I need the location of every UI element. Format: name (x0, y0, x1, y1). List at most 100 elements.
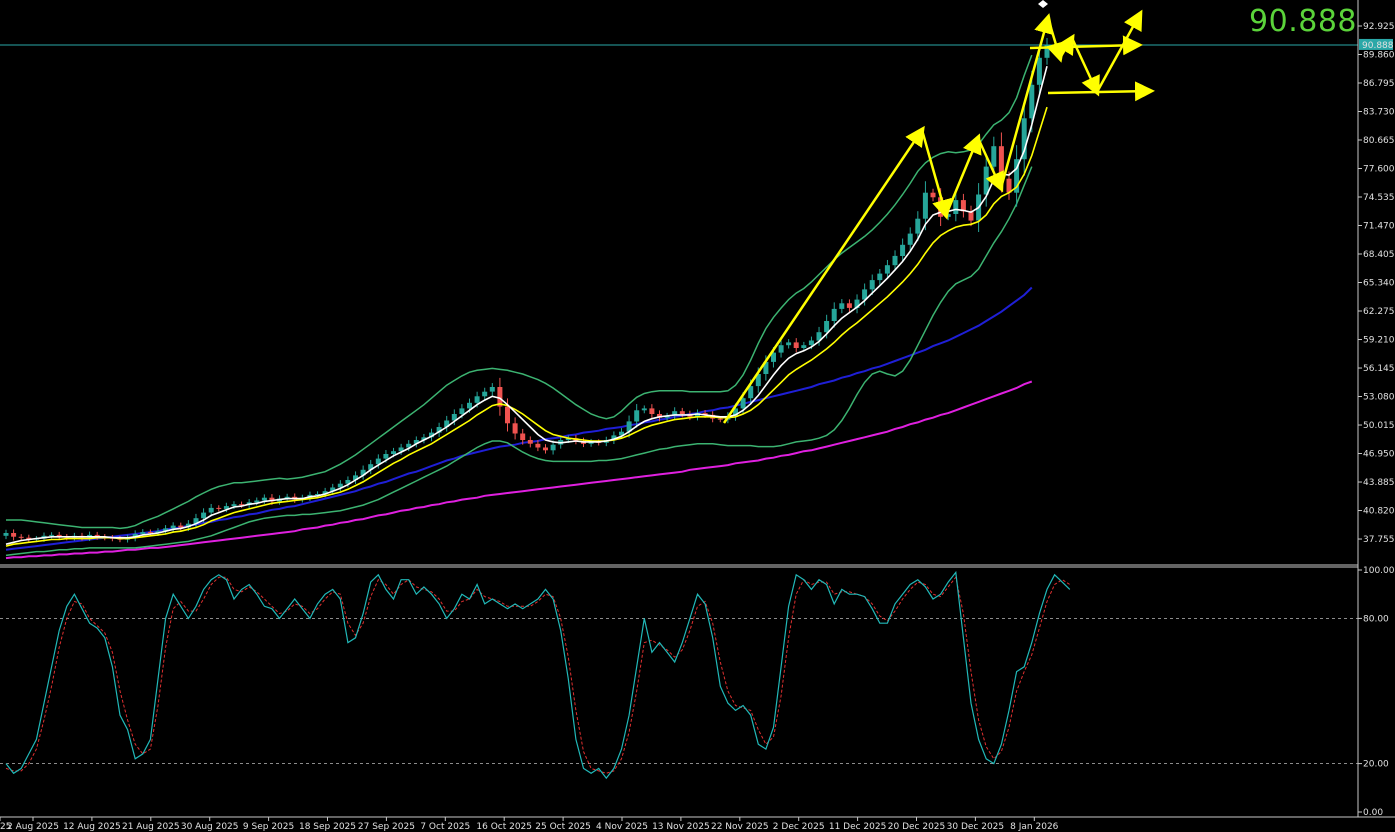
x-tick-label: 27 Sep 2025 (358, 822, 415, 832)
candle-body (991, 146, 997, 167)
candle-body (1036, 57, 1042, 85)
candle-body (56, 534, 62, 537)
x-tick-label: 30 Dec 2025 (947, 822, 1005, 832)
candle-body (429, 432, 434, 438)
y-tick-label: 59.210 (1363, 336, 1395, 346)
candle-body (527, 440, 533, 444)
candle-body (649, 408, 655, 414)
candle-body (892, 255, 898, 266)
candle-body (907, 233, 913, 245)
candle-body (626, 421, 632, 432)
candle-body (831, 308, 837, 321)
candle-body (421, 437, 427, 441)
candle-body (170, 525, 176, 529)
candle-body (1014, 159, 1020, 193)
candle-body (254, 500, 260, 503)
stoch-tick-label: 100.00 (1363, 566, 1395, 576)
trend-arrow (1029, 35, 1143, 56)
candle-body (543, 447, 548, 451)
candle-body (793, 342, 799, 348)
candle-body (801, 345, 807, 348)
x-tick-label: 22 Nov 2025 (711, 822, 769, 832)
current-price-box (1359, 38, 1393, 50)
candle-body (140, 532, 146, 534)
candle-body (657, 414, 662, 418)
stoch-main-line (5, 570, 1071, 780)
candle-body (1006, 178, 1012, 193)
candle-body (839, 303, 845, 309)
candle-body (664, 415, 670, 418)
candle-body (360, 469, 366, 476)
y-tick-label: 65.340 (1363, 279, 1395, 289)
candle-body (877, 273, 883, 281)
candle-body (239, 504, 245, 506)
trend-arrow (920, 129, 952, 220)
candle-body (383, 454, 389, 459)
candle-body (695, 413, 700, 417)
candle-body (915, 218, 921, 234)
candle-body (763, 361, 769, 374)
candle-body (884, 265, 890, 274)
candle-body (398, 447, 404, 452)
candle-body (983, 166, 989, 195)
candle-body (854, 299, 860, 308)
y-tick-label: 92.925 (1363, 22, 1395, 32)
bollinger-upper-line (6, 54, 1033, 530)
candle-body (368, 464, 374, 470)
candle-body (345, 480, 351, 484)
candle-body (330, 487, 336, 492)
current-price-label: 90.888 (1362, 41, 1394, 51)
x-tick-label: 16 Oct 2025 (476, 822, 532, 832)
stoch-tick-label: 80.00 (1363, 614, 1389, 624)
trend-arrow (976, 137, 1004, 193)
candle-body (588, 441, 594, 444)
y-tick-label: 77.600 (1363, 165, 1395, 175)
candle-body (482, 391, 488, 397)
y-tick-label: 56.145 (1363, 364, 1395, 374)
candle-body (816, 332, 822, 341)
candle-body (755, 374, 761, 387)
candle-body (208, 507, 214, 513)
x-tick-label: 25 (0, 822, 11, 832)
candle-body (862, 289, 868, 300)
candle-body (489, 387, 495, 392)
candle-body (353, 475, 358, 480)
candle-body (436, 427, 442, 433)
candle-body (322, 491, 328, 494)
candle-body (147, 532, 153, 534)
y-tick-label: 74.535 (1363, 193, 1395, 203)
candle-body (497, 387, 503, 407)
candle-body (26, 537, 32, 540)
drawn-arrows (722, 0, 1155, 424)
y-tick-label: 43.885 (1363, 478, 1395, 488)
candle-body (231, 504, 237, 507)
x-tick-label: 11 Dec 2025 (829, 822, 887, 832)
candle-body (786, 342, 792, 346)
candle-body (3, 533, 9, 536)
ma-magenta-line (5, 380, 1033, 560)
candle-body (11, 533, 17, 537)
candle-body (269, 497, 275, 502)
y-tick-label: 46.950 (1363, 450, 1395, 460)
candle-body (337, 483, 343, 488)
candle-body (611, 435, 617, 440)
candle-body (216, 507, 222, 509)
candle-body (467, 402, 472, 409)
candle-body (459, 408, 465, 414)
candle-body (261, 497, 267, 501)
candle-body (922, 192, 928, 219)
candle-body (1029, 84, 1035, 119)
candle-body (672, 411, 678, 416)
candle-body (535, 443, 541, 448)
candle-body (808, 340, 814, 346)
candle-body (512, 423, 518, 434)
candle-body (406, 443, 412, 448)
x-tick-label: 8 Jan 2026 (1010, 822, 1058, 832)
candle-body (771, 352, 776, 362)
candle-body (163, 528, 169, 532)
x-tick-label: 25 Oct 2025 (535, 822, 591, 832)
x-tick-label: 21 Aug 2025 (122, 822, 180, 832)
bollinger-lower-line (5, 166, 1033, 557)
stochastic-panel (0, 570, 1358, 780)
